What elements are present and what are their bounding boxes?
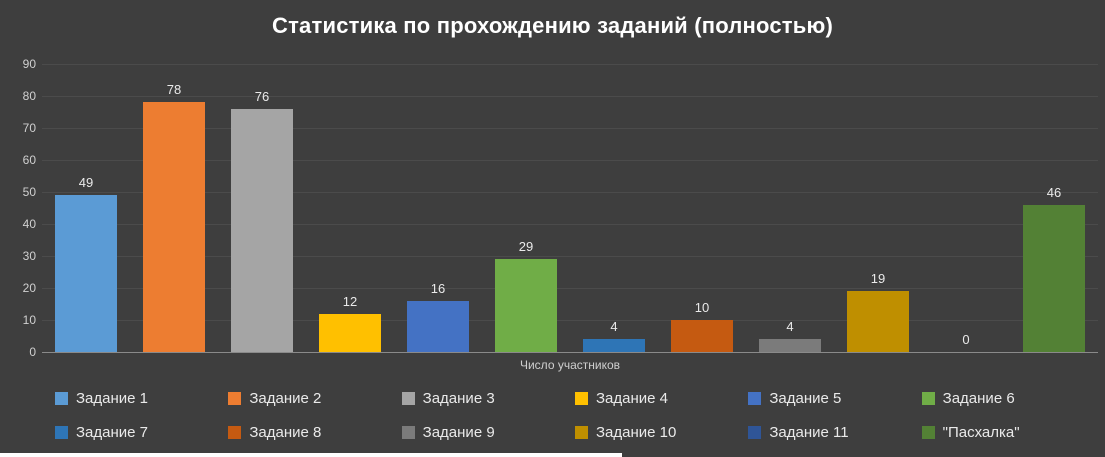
legend-swatch-icon [921, 391, 935, 405]
legend-label: Задание 1 [76, 389, 149, 407]
legend-item: Задание 4 [574, 388, 748, 408]
legend-swatch-icon [55, 391, 68, 405]
legend-label: Задание 10 [595, 423, 677, 441]
x-axis-line [42, 352, 1098, 353]
bar-value-label: 19 [870, 271, 886, 287]
bar-series-10 [847, 291, 909, 352]
bar-value-label: 4 [610, 319, 618, 335]
bar-series-1 [55, 195, 117, 352]
y-tick-label: 30 [22, 249, 36, 263]
legend-item: "Пасхалка" [921, 422, 1095, 442]
y-tick-label: 90 [22, 57, 36, 71]
legend-swatch-icon [228, 425, 242, 439]
y-tick-label: 40 [22, 217, 36, 231]
legend-label: Задание 8 [249, 423, 322, 441]
bar-series-5 [407, 300, 469, 352]
legend-swatch-icon [401, 391, 415, 405]
bar-value-label: 46 [1046, 184, 1062, 200]
bar-series-9 [759, 339, 821, 352]
legend-item: Задание 3 [401, 388, 575, 408]
legend-item: Задание 6 [921, 388, 1095, 408]
legend-item: Задание 5 [748, 388, 921, 408]
legend-item: Задание 9 [401, 422, 575, 442]
y-tick-label: 20 [22, 281, 36, 295]
y-tick-label: 0 [29, 345, 36, 359]
legend-label: Задание 9 [422, 423, 495, 441]
legend-item: Задание 8 [228, 422, 401, 442]
bar-series-6 [495, 259, 557, 352]
spreadsheet-edge [0, 453, 622, 457]
legend-swatch-icon [748, 425, 762, 439]
legend-swatch-icon [748, 391, 762, 405]
legend: Задание 1 Задание 2 Задание 3 Задание 4 Зада… [55, 388, 1095, 442]
bar-series-7 [583, 339, 645, 352]
gridline [42, 160, 1098, 161]
legend-label: Задание 4 [595, 389, 668, 407]
bar-series-4 [319, 313, 381, 352]
bar-value-label: 76 [254, 88, 270, 104]
legend-label: Задание 5 [769, 389, 842, 407]
chart-title: Статистика по прохождению заданий (полно… [272, 13, 833, 38]
legend-swatch-icon [55, 425, 68, 439]
legend-item: Задание 11 [748, 422, 921, 442]
gridline [42, 192, 1098, 193]
bar-series-12 [1023, 204, 1085, 352]
bar-series-3 [231, 108, 293, 352]
y-tick-label: 80 [22, 89, 36, 103]
bar-value-label: 49 [78, 175, 94, 191]
bar-series-2 [143, 102, 205, 352]
gridline [42, 224, 1098, 225]
y-tick-label: 50 [22, 185, 36, 199]
bar-value-label: 4 [786, 319, 794, 335]
bar-value-label: 16 [430, 280, 446, 296]
legend-item: Задание 2 [228, 388, 401, 408]
y-tick-label: 10 [22, 313, 36, 327]
legend-label: Задание 11 [769, 423, 849, 441]
gridline [42, 96, 1098, 97]
bar-value-label: 78 [166, 82, 182, 98]
plot-area: 0 10 20 30 40 50 60 70 80 90 49 78 76 12 16 29 4 10 4 19 0 46 [23, 57, 1098, 359]
legend-swatch-icon [574, 391, 588, 405]
legend-item: Задание 10 [574, 422, 748, 442]
bar-value-label: 12 [342, 293, 358, 309]
legend-label: Задание 7 [76, 423, 149, 441]
legend-label: Задание 6 [942, 389, 1015, 407]
legend-label: Задание 3 [422, 389, 495, 407]
bar-value-label: 0 [962, 332, 970, 347]
legend-label: "Пасхалка" [942, 423, 1020, 441]
legend-swatch-icon [401, 425, 415, 439]
gridline [42, 64, 1098, 65]
y-tick-label: 60 [22, 153, 36, 167]
y-tick-label: 70 [22, 121, 36, 135]
legend-item: Задание 1 [55, 388, 228, 408]
gridline [42, 320, 1098, 321]
legend-swatch-icon [228, 391, 242, 405]
bar-value-label: 29 [518, 239, 534, 255]
legend-label: Задание 2 [249, 389, 322, 407]
gridline [42, 288, 1098, 289]
x-axis-label: Число участников [519, 358, 621, 372]
gridline [42, 128, 1098, 129]
legend-item: Задание 7 [55, 422, 228, 442]
bar-series-8 [671, 320, 733, 352]
bar-value-label: 10 [694, 300, 710, 315]
gridline [42, 256, 1098, 257]
legend-swatch-icon [921, 425, 935, 439]
legend-swatch-icon [574, 425, 588, 439]
